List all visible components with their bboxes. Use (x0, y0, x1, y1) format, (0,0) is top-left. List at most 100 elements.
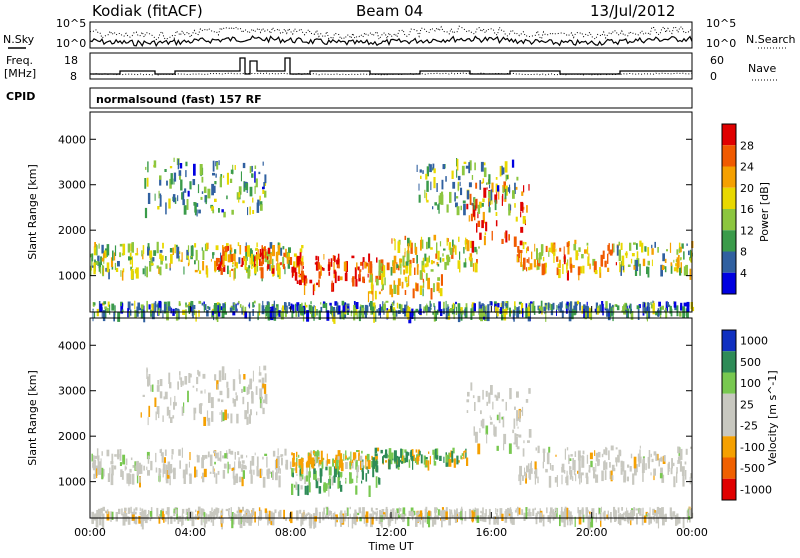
velocity-cell (601, 453, 604, 458)
velocity-cell (181, 508, 185, 514)
velocity-cell (375, 508, 378, 511)
power-cell (565, 303, 568, 314)
velocity-cell (126, 516, 129, 519)
power-cell (544, 264, 547, 274)
power-cell (153, 250, 157, 256)
power-cell (630, 258, 633, 264)
power-cell (451, 304, 454, 315)
velocity-cell (505, 401, 507, 411)
colorbar-tick-label: -1000 (740, 483, 772, 496)
power-cell (197, 184, 200, 194)
power-cell (215, 308, 217, 321)
power-ylabel: Slant Range [km] (26, 164, 39, 260)
velocity-cell (270, 511, 273, 522)
velocity-cell (323, 457, 325, 460)
velocity-cell (579, 513, 581, 518)
velocity-cell (530, 512, 532, 517)
power-cell (245, 183, 249, 191)
power-cell (338, 258, 340, 269)
velocity-cell (453, 509, 456, 520)
power-cell (460, 205, 462, 211)
colorbar-tick-label: 20 (740, 182, 754, 195)
velocity-cell (248, 510, 250, 515)
power-cell (573, 305, 576, 310)
power-cell (515, 216, 518, 222)
velocity-cell (365, 473, 368, 482)
velocity-cell (156, 406, 160, 415)
power-cell (331, 306, 333, 316)
power-cell (147, 243, 150, 249)
velocity-cell (292, 462, 296, 466)
velocity-cell (688, 509, 692, 516)
velocity-cell (480, 410, 482, 415)
power-cell (311, 306, 313, 317)
velocity-cell (690, 446, 693, 449)
velocity-cell (555, 508, 558, 514)
power-cell (259, 195, 261, 201)
power-cell (477, 220, 481, 227)
velocity-cell (457, 515, 460, 519)
power-cell (446, 204, 449, 213)
power-cell (331, 280, 333, 291)
velocity-cell (221, 508, 224, 516)
power-cell (267, 247, 271, 254)
velocity-cell (278, 511, 282, 517)
velocity-cell (361, 511, 364, 518)
colorbar-tick-label: -25 (740, 420, 758, 433)
power-cell (122, 268, 125, 273)
power-cell (220, 255, 223, 265)
power-cell (533, 259, 537, 268)
power-cell (432, 163, 435, 170)
power-cell (585, 305, 589, 315)
velocity-cell (237, 451, 240, 455)
power-cell (553, 252, 556, 256)
velocity-cell (656, 506, 660, 515)
power-cell (146, 177, 149, 187)
velocity-cell (595, 452, 599, 462)
velocity-cell (265, 510, 268, 518)
velocity-cell (490, 385, 493, 395)
velocity-cell (472, 395, 475, 399)
power-cell (683, 266, 687, 276)
freq-tick-bottom: 8 (70, 70, 77, 83)
power-cell (144, 207, 148, 219)
velocity-cell (497, 392, 500, 399)
velocity-cell (381, 517, 383, 528)
velocity-cell (214, 374, 217, 381)
velocity-cell (380, 515, 382, 527)
power-cell (170, 173, 173, 185)
power-cell (297, 305, 300, 317)
power-cell (232, 264, 234, 268)
velocity-cell (158, 516, 161, 524)
power-cell (114, 245, 117, 256)
velocity-cell (181, 406, 184, 416)
colorbar-segment (722, 209, 736, 231)
colorbar-segment (722, 415, 736, 437)
velocity-cell (148, 405, 151, 417)
power-cell (302, 255, 304, 262)
velocity-cell (615, 461, 618, 467)
velocity-cell (359, 516, 362, 522)
date-title: 13/Jul/2012 (590, 2, 675, 20)
velocity-cell (534, 471, 537, 475)
velocity-cell (116, 453, 120, 458)
velocity-cell (517, 506, 519, 517)
power-cell (214, 181, 217, 185)
velocity-cell (138, 462, 141, 475)
velocity-cell (252, 370, 254, 382)
power-cell (106, 244, 110, 256)
power-cell (271, 268, 275, 274)
velocity-cell (206, 410, 209, 422)
power-cell (426, 257, 429, 267)
velocity-cell (432, 449, 435, 455)
velocity-cell (419, 517, 422, 525)
velocity-cell (291, 483, 294, 495)
power-cell (236, 192, 240, 200)
velocity-cell (405, 513, 407, 517)
velocity-cell (135, 461, 138, 466)
power-cell (647, 260, 650, 266)
power-cell (405, 261, 409, 274)
velocity-cell (591, 508, 595, 518)
power-cell (212, 311, 214, 316)
power-cell (381, 283, 384, 290)
